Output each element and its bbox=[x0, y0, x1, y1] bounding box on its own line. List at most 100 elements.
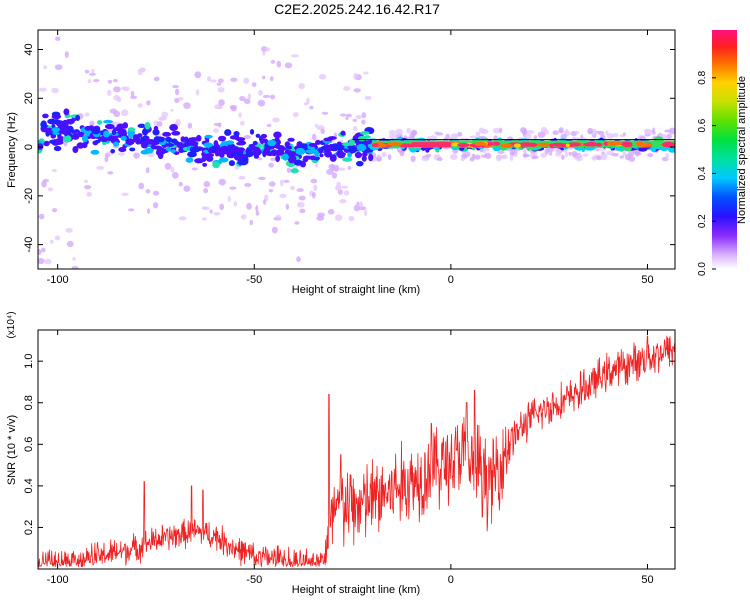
noise-mark bbox=[183, 185, 191, 192]
band-mark bbox=[323, 137, 333, 142]
noise-mark bbox=[113, 110, 121, 118]
band-mark bbox=[75, 114, 81, 122]
noise-mark bbox=[255, 205, 259, 212]
band-mark bbox=[187, 151, 197, 158]
band-mark bbox=[252, 140, 258, 146]
band-mark bbox=[53, 145, 62, 152]
band-mark bbox=[319, 153, 324, 158]
noise-mark bbox=[318, 74, 327, 80]
band-mark bbox=[129, 147, 136, 152]
band-mark bbox=[153, 125, 159, 131]
noise-mark bbox=[229, 104, 237, 110]
noise-mark bbox=[496, 154, 502, 162]
band-mark bbox=[229, 147, 239, 153]
band-mark bbox=[303, 155, 312, 160]
snr-x-label: Height of straight line (km) bbox=[292, 584, 420, 596]
band-mark bbox=[324, 150, 333, 158]
band-mark bbox=[102, 130, 110, 138]
noise-mark bbox=[272, 117, 280, 123]
noise-mark bbox=[279, 179, 284, 187]
noise-mark bbox=[170, 166, 175, 173]
noise-mark bbox=[568, 151, 572, 156]
band-mark bbox=[233, 130, 240, 137]
noise-mark bbox=[213, 122, 221, 127]
noise-mark bbox=[54, 64, 63, 70]
y-tick-label: 1.0 bbox=[23, 354, 35, 369]
noise-mark bbox=[175, 119, 181, 126]
noise-mark bbox=[410, 155, 416, 163]
noise-mark bbox=[622, 132, 626, 136]
band-mark bbox=[286, 145, 293, 150]
band-mark bbox=[99, 136, 109, 143]
noise-mark bbox=[268, 181, 276, 187]
noise-mark bbox=[320, 128, 325, 134]
noise-mark bbox=[216, 105, 223, 110]
band-mark bbox=[228, 160, 236, 167]
noise-mark bbox=[645, 129, 650, 136]
noise-mark bbox=[130, 90, 135, 97]
band-mark bbox=[249, 128, 255, 135]
x-tick-label: -100 bbox=[47, 274, 69, 286]
band-mark bbox=[212, 161, 220, 169]
noise-mark bbox=[341, 185, 349, 189]
noise-mark bbox=[89, 72, 96, 76]
band-mark bbox=[51, 111, 61, 117]
noise-mark bbox=[498, 127, 503, 134]
noise-mark bbox=[91, 68, 95, 73]
noise-mark bbox=[664, 135, 668, 141]
noise-mark bbox=[421, 157, 429, 162]
noise-mark bbox=[313, 184, 318, 192]
noise-mark bbox=[191, 167, 198, 171]
band-mark bbox=[135, 137, 141, 145]
noise-mark bbox=[484, 152, 492, 159]
noise-mark bbox=[606, 133, 614, 139]
noise-mark bbox=[339, 198, 347, 204]
noise-mark bbox=[666, 133, 672, 140]
band-mark bbox=[38, 143, 44, 150]
noise-mark bbox=[263, 199, 267, 205]
snr-y-label: SNR (10 * v/v) bbox=[6, 415, 18, 485]
noise-mark bbox=[571, 151, 578, 157]
noise-mark bbox=[107, 171, 114, 175]
band-mark bbox=[255, 133, 261, 138]
band-mark bbox=[180, 136, 186, 143]
snr-background bbox=[38, 330, 675, 569]
x-tick-label: 0 bbox=[448, 274, 454, 286]
noise-mark bbox=[652, 127, 656, 134]
band-mark bbox=[216, 149, 226, 156]
snr-marks bbox=[38, 335, 675, 568]
band-mark bbox=[190, 146, 201, 153]
band-mark bbox=[203, 142, 214, 148]
noise-mark bbox=[445, 133, 450, 140]
band-mark bbox=[145, 138, 156, 145]
noise-mark bbox=[158, 116, 166, 121]
snr-panel: -100 -50 0 50 0.2 0.4 0.6 0.8 1.0 Height of str… bbox=[6, 311, 676, 596]
noise-mark bbox=[605, 130, 609, 136]
x-tick-label: 50 bbox=[641, 274, 653, 286]
noise-mark bbox=[600, 153, 608, 161]
noise-mark bbox=[112, 78, 118, 83]
band-mark bbox=[218, 157, 229, 163]
noise-mark bbox=[327, 208, 335, 215]
band-mark bbox=[211, 146, 217, 152]
noise-mark bbox=[299, 208, 306, 214]
noise-mark bbox=[591, 156, 598, 161]
band-mark bbox=[81, 142, 88, 149]
noise-mark bbox=[469, 135, 477, 139]
noise-mark bbox=[435, 132, 444, 136]
noise-mark bbox=[315, 162, 319, 168]
band-mark bbox=[236, 147, 246, 153]
noise-mark bbox=[334, 185, 342, 191]
colorbar-tick-label: 0.2 bbox=[697, 214, 708, 228]
noise-mark bbox=[262, 94, 271, 99]
noise-mark bbox=[51, 208, 58, 213]
noise-mark bbox=[38, 213, 45, 220]
band-mark bbox=[287, 137, 295, 142]
noise-mark bbox=[347, 165, 352, 170]
trace-peak-mark bbox=[622, 143, 633, 148]
band-mark bbox=[52, 119, 61, 125]
band-mark bbox=[361, 155, 367, 162]
band-mark bbox=[355, 160, 364, 167]
trace-peak-mark bbox=[474, 142, 488, 147]
noise-mark bbox=[217, 86, 225, 93]
